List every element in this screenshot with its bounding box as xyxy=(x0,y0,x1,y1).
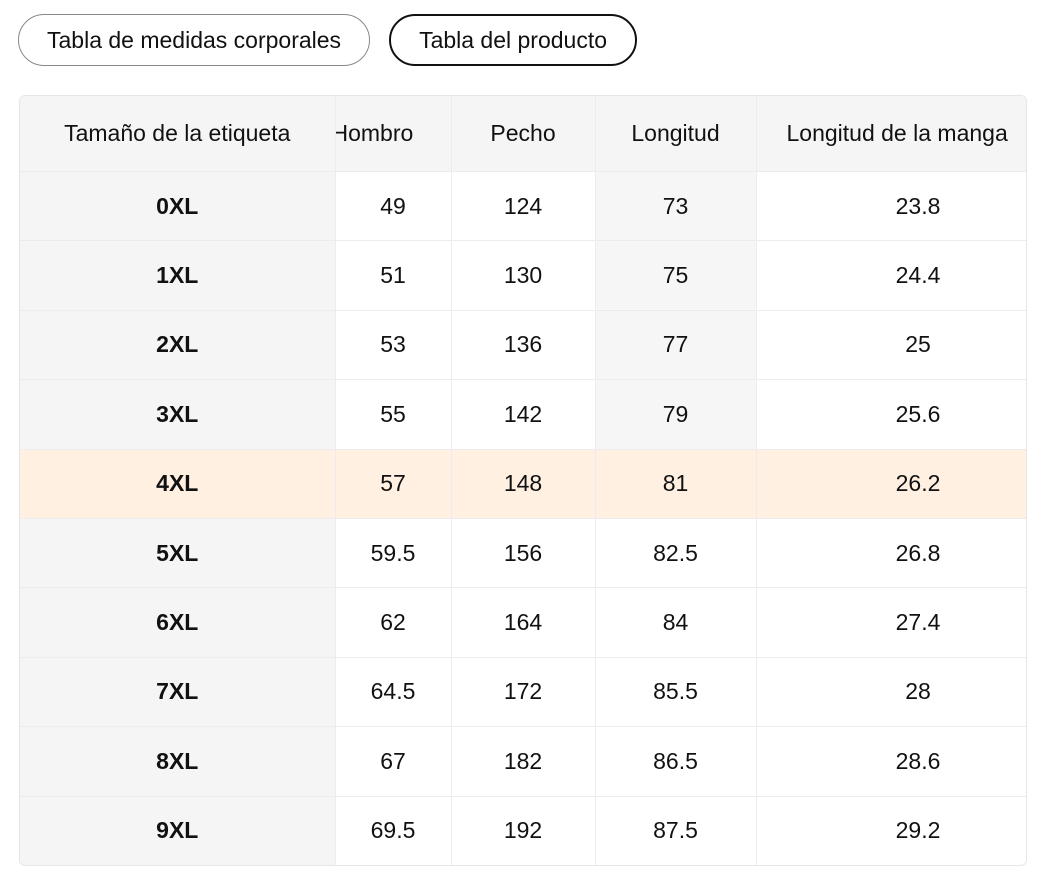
measurement-cell: 67 xyxy=(335,726,452,797)
measurement-cell: 142 xyxy=(451,379,596,450)
header-row: Tamaño de la etiqueta Hombro Pecho Longitud… xyxy=(20,96,1026,172)
column-header: Pecho xyxy=(451,96,596,172)
measurement-cell: 75 xyxy=(595,240,757,311)
table-row: 9XL 69.5 192 87.5 29.2 xyxy=(20,796,1026,865)
size-label: 2XL xyxy=(20,310,336,381)
measurement-cell: 85.5 xyxy=(595,657,757,728)
size-label: 6XL xyxy=(20,587,336,658)
size-label: 1XL xyxy=(20,240,336,311)
measurement-cell: 124 xyxy=(451,171,596,242)
size-label: 0XL xyxy=(20,171,336,242)
column-header: Longitud xyxy=(595,96,757,172)
measurement-cell: 87.5 xyxy=(595,796,757,865)
table-row: 1XL 51 130 75 24.4 xyxy=(20,240,1026,311)
size-label: 3XL xyxy=(20,379,336,450)
measurement-cell: 192 xyxy=(451,796,596,865)
measurement-cell: 59.5 xyxy=(335,518,452,589)
table-container: Tamaño de la etiqueta Hombro Pecho Longitud… xyxy=(19,95,1027,866)
size-table: Tamaño de la etiqueta Hombro Pecho Longitud… xyxy=(20,96,1026,865)
column-header: Longitud de la manga xyxy=(756,96,1026,172)
measurement-cell: 136 xyxy=(451,310,596,381)
measurement-cell: 79 xyxy=(595,379,757,450)
table-row: 8XL 67 182 86.5 28.6 xyxy=(20,726,1026,797)
size-label: 7XL xyxy=(20,657,336,728)
measurement-cell: 29.2 xyxy=(756,796,1026,865)
measurement-cell: 27.4 xyxy=(756,587,1026,658)
measurement-cell: 25.6 xyxy=(756,379,1026,450)
measurement-cell: 62 xyxy=(335,587,452,658)
measurement-cell: 26.2 xyxy=(756,449,1026,519)
measurement-cell: 130 xyxy=(451,240,596,311)
measurement-cell: 84 xyxy=(595,587,757,658)
measurement-cell: 69.5 xyxy=(335,796,452,865)
measurement-cell: 55 xyxy=(335,379,452,450)
table-row: 6XL 62 164 84 27.4 xyxy=(20,587,1026,658)
measurement-cell: 51 xyxy=(335,240,452,311)
size-label: 8XL xyxy=(20,726,336,797)
size-label: 5XL xyxy=(20,518,336,589)
measurement-cell: 23.8 xyxy=(756,171,1026,242)
column-header: Tamaño de la etiqueta xyxy=(20,96,336,172)
table-row: 3XL 55 142 79 25.6 xyxy=(20,379,1026,450)
table-row: 2XL 53 136 77 25 xyxy=(20,310,1026,381)
measurement-cell: 28 xyxy=(756,657,1026,728)
measurement-cell: 148 xyxy=(451,449,596,519)
tab-product[interactable]: Tabla del producto xyxy=(389,14,638,66)
table-body: 0XL 49 124 73 23.8 1XL 51 130 75 24.4 2XL 53 136 77 25… xyxy=(20,171,1026,865)
table-row: 0XL 49 124 73 23.8 xyxy=(20,171,1026,242)
tabs: Tabla de medidas corporales Tabla del pr… xyxy=(18,14,638,66)
measurement-cell: 24.4 xyxy=(756,240,1026,311)
measurement-cell: 77 xyxy=(595,310,757,381)
size-label: 9XL xyxy=(20,796,336,865)
measurement-cell: 182 xyxy=(451,726,596,797)
measurement-cell: 53 xyxy=(335,310,452,381)
tab-body-measurements[interactable]: Tabla de medidas corporales xyxy=(18,14,371,66)
measurement-cell: 25 xyxy=(756,310,1026,381)
measurement-cell: 172 xyxy=(451,657,596,728)
measurement-cell: 164 xyxy=(451,587,596,658)
table-row: 5XL 59.5 156 82.5 26.8 xyxy=(20,518,1026,589)
measurement-cell: 81 xyxy=(595,449,757,519)
table-row: 7XL 64.5 172 85.5 28 xyxy=(20,657,1026,728)
measurement-cell: 28.6 xyxy=(756,726,1026,797)
column-header: Hombro xyxy=(335,96,452,172)
measurement-cell: 156 xyxy=(451,518,596,589)
measurement-cell: 82.5 xyxy=(595,518,757,589)
measurement-cell: 86.5 xyxy=(595,726,757,797)
measurement-cell: 64.5 xyxy=(335,657,452,728)
table-row: 4XL 57 148 81 26.2 xyxy=(20,449,1026,519)
measurement-cell: 26.8 xyxy=(756,518,1026,589)
measurement-cell: 49 xyxy=(335,171,452,242)
measurement-cell: 73 xyxy=(595,171,757,242)
size-label: 4XL xyxy=(20,449,336,519)
measurement-cell: 57 xyxy=(335,449,452,519)
